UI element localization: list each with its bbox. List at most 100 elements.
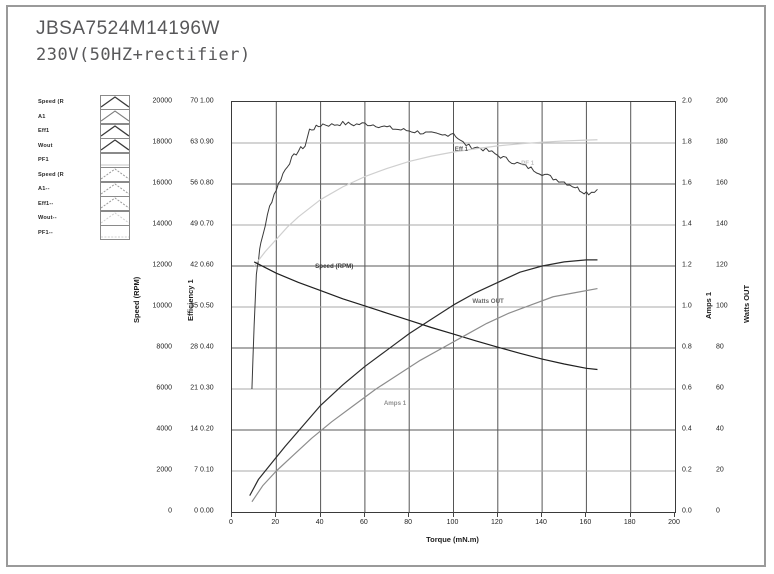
legend-item-label: Speed (R <box>38 99 64 106</box>
x-axis-tick-label: 120 <box>490 519 503 526</box>
axis-tick-label: 0.2 <box>682 466 692 474</box>
model-title: JBSA7524M14196W <box>36 18 220 39</box>
legend-swatch-icon <box>100 196 130 212</box>
axis-tick-label: 20000 <box>152 97 172 105</box>
legend-item[interactable]: Wout-- <box>38 210 130 226</box>
axis-tick-label: 21 <box>190 384 198 392</box>
legend-item-label: Eff1 <box>38 128 50 135</box>
axis-tick-label: 12000 <box>152 261 172 269</box>
axis-title-watts_out: Watts OUT <box>742 284 751 323</box>
axis-tick-label: 0 <box>194 507 198 515</box>
axis-tick-label: 0.20 <box>200 425 214 433</box>
legend-swatch-icon <box>100 225 130 241</box>
legend-swatch-icon <box>100 167 130 183</box>
axis-tick-label: 80 <box>716 343 724 351</box>
chart-area: Eff 1 PF 1 Speed (RPM) Watts OUT Amps 1 0 2000… <box>126 91 751 545</box>
x-axis-title: Torque (mN.m) <box>426 535 479 544</box>
x-axis-tick-mark <box>319 512 321 517</box>
axis-tick-label: 0.10 <box>200 466 214 474</box>
axis-tick-label: 49 <box>190 220 198 228</box>
legend-item[interactable]: A1 <box>38 109 130 125</box>
axis-tick-label: 2.0 <box>682 97 692 105</box>
chart-frame: JBSA7524M14196W 230V(50HZ+rectifier) Spe… <box>6 5 766 567</box>
axis-tick-label: 180 <box>716 138 728 146</box>
axis-tick-label: 200 <box>716 97 728 105</box>
axis-watts_out: 0 20 40 60 80 100 120 140 160 180 200 <box>716 91 740 523</box>
axis-tick-label: 0.30 <box>200 384 214 392</box>
x-axis-tick-label: 200 <box>668 519 680 526</box>
axis-tick-label: 60 <box>716 384 724 392</box>
x-axis-tick-mark <box>674 512 675 517</box>
x-axis-tick-label: 140 <box>535 519 547 526</box>
x-axis-tick-label: 80 <box>404 519 413 526</box>
axis-tick-label: 0.00 <box>200 507 214 515</box>
axis-tick-label: 0.50 <box>200 302 214 310</box>
axis-speed: 0 2000 4000 6000 8000 10000 12000 14000 16000 180… <box>126 91 172 523</box>
legend-item[interactable]: A1-- <box>38 181 130 197</box>
axis-tick-label: 120 <box>716 261 728 269</box>
axis-tick-label: 100 <box>716 302 728 310</box>
legend-item[interactable]: Eff1 <box>38 123 130 139</box>
axis-tick-label: 0.6 <box>682 384 692 392</box>
x-axis-tick-label: 60 <box>359 519 368 526</box>
chart-legend: Speed (R A1 Eff1 Wout PF1 Speed (R A1-- Eff1-- W… <box>38 94 130 241</box>
axis-tick-label: 42 <box>190 261 198 269</box>
axis-tick-label: 0 <box>716 507 720 515</box>
plot-area <box>231 101 676 513</box>
legend-item-label: Speed (R <box>38 171 64 178</box>
legend-item[interactable]: Speed (R <box>38 94 130 110</box>
axis-tick-label: 16000 <box>152 179 172 187</box>
axis-tick-label: 35 <box>190 302 198 310</box>
axis-tick-label: 0.90 <box>200 138 214 146</box>
axis-tick-label: 1.4 <box>682 220 692 228</box>
axis-tick-label: 20 <box>716 466 724 474</box>
axis-tick-label: 1.0 <box>682 302 692 310</box>
legend-item[interactable]: Speed (R <box>38 167 130 183</box>
axis-title-amps: Amps 1 <box>704 291 713 319</box>
axis-tick-label: 28 <box>190 343 198 351</box>
axis-tick-label: 1.6 <box>682 179 692 187</box>
axis-tick-label: 140 <box>716 220 728 228</box>
axis-tick-label: 0.70 <box>200 220 214 228</box>
legend-item-label: PF1 <box>38 157 49 164</box>
legend-item[interactable]: Wout <box>38 138 130 154</box>
axis-tick-label: 0.8 <box>682 343 692 351</box>
axis-amps: 0.0 0.2 0.4 0.6 0.8 1.0 1.2 1.4 1.6 1.8 2.0 <box>682 91 702 523</box>
legend-item-label: Wout <box>38 142 53 149</box>
axis-tick-label: 4000 <box>156 425 172 433</box>
legend-item-label: Wout-- <box>38 215 57 222</box>
axis-tick-label: 70 <box>190 97 198 105</box>
axis-tick-label: 63 <box>190 138 198 146</box>
axis-title-speed: Speed (RPM) <box>132 276 141 323</box>
axis-tick-label: 7 <box>194 466 198 474</box>
x-axis-tick-mark <box>496 512 498 517</box>
grid-lines <box>232 102 675 512</box>
x-axis-tick-label: 20 <box>271 519 280 526</box>
axis-title-efficiency: Efficiency 1 <box>186 279 195 321</box>
legend-item-label: PF1-- <box>38 229 53 236</box>
axis-tick-label: 0 <box>168 507 172 515</box>
axis-tick-label: 0.40 <box>200 343 214 351</box>
legend-swatch-icon <box>100 123 130 139</box>
x-axis-tick-mark <box>363 512 365 517</box>
legend-item[interactable]: PF1 <box>38 152 130 168</box>
axis-tick-label: 10000 <box>152 302 172 310</box>
legend-item-label: A1 <box>38 113 46 120</box>
axis-tick-label: 2000 <box>156 466 172 474</box>
x-axis-tick-label: 160 <box>579 519 592 526</box>
axis-tick-label: 0.60 <box>200 261 214 269</box>
axis-tick-label: 18000 <box>152 138 172 146</box>
curve-layer <box>249 120 598 503</box>
axis-tick-label: 1.00 <box>200 97 214 105</box>
axis-tick-label: 1.2 <box>682 261 692 269</box>
axis-efficiency: 0.00 0.10 0.20 0.30 0.40 0.50 0.60 0.70 0.80 0.90… <box>200 91 228 523</box>
title-block: JBSA7524M14196W 230V(50HZ+rectifier) <box>36 15 556 69</box>
x-axis-tick-mark <box>452 512 454 517</box>
legend-item[interactable]: PF1-- <box>38 225 130 241</box>
legend-swatch-icon <box>100 152 130 168</box>
axis-watts_left_scale: 0 7 14 21 28 35 42 49 56 63 70 <box>178 91 198 523</box>
legend-item[interactable]: Eff1-- <box>38 196 130 212</box>
legend-item-label: A1-- <box>38 186 50 193</box>
axis-tick-label: 14 <box>190 425 198 433</box>
axis-tick-label: 1.8 <box>682 138 692 146</box>
